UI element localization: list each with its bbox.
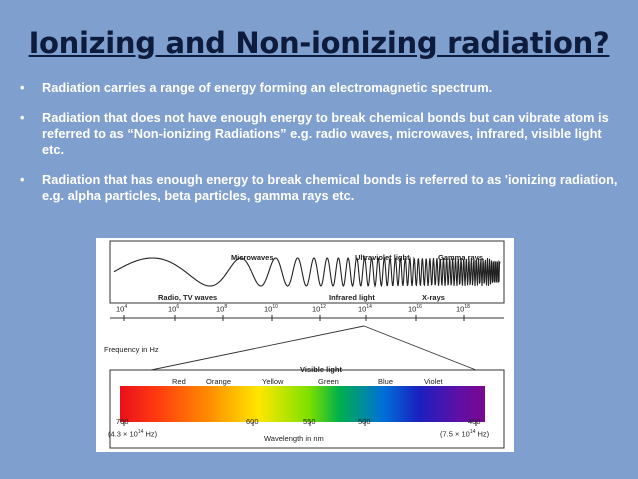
color-label-blue: Blue xyxy=(378,377,394,386)
bullet-text: Radiation carries a range of energy form… xyxy=(42,80,493,95)
wavelength-tick-550: 550 xyxy=(303,417,316,426)
gamma-rays-label: Gamma rays xyxy=(438,253,484,262)
freq-tick-label: 1016 xyxy=(408,304,422,314)
freq-tick-label: 1010 xyxy=(264,304,278,314)
bullet-marker: • xyxy=(20,110,25,125)
freq-tick-label: 104 xyxy=(116,304,128,314)
visible-light-box xyxy=(109,369,505,449)
bullet-item: • Radiation that does not have enough en… xyxy=(20,110,620,158)
color-label-yellow: Yellow xyxy=(262,377,284,386)
ultraviolet-label: Ultraviolet light xyxy=(355,253,410,262)
color-label-orange: Orange xyxy=(206,377,232,386)
freq-tick-label: 1014 xyxy=(358,304,372,314)
wavelength-tick-marks xyxy=(123,422,477,426)
bullet-list: • Radiation carries a range of energy fo… xyxy=(20,80,620,218)
visible-spectrum-gradient xyxy=(120,386,485,422)
slide-title: Ionizing and Non-ionizing radiation? xyxy=(28,26,610,60)
wavelength-tick-600: 600 xyxy=(246,417,259,426)
wavelength-tick-400: 400 xyxy=(468,417,481,426)
radio-tv-label: Radio, TV waves xyxy=(158,293,218,302)
em-spectrum-figure: Microwaves Ultraviolet light Gamma rays … xyxy=(96,238,514,452)
bullet-text: Radiation that has enough energy to brea… xyxy=(42,172,618,203)
freq-tick-label: 106 xyxy=(168,304,180,314)
zoom-line-right xyxy=(363,325,477,371)
xrays-label: X-rays xyxy=(422,293,445,302)
bullet-text: Radiation that does not have enough ener… xyxy=(42,110,609,157)
color-label-red: Red xyxy=(172,377,186,386)
bullet-marker: • xyxy=(20,80,25,95)
color-label-violet: Violet xyxy=(424,377,443,386)
left-frequency-note: (4.3 × 1014 Hz) xyxy=(108,429,158,439)
bullet-item: • Radiation carries a range of energy fo… xyxy=(20,80,620,96)
wave-box xyxy=(109,240,505,304)
right-frequency-note: (7.5 × 1014 Hz) xyxy=(440,429,490,439)
freq-tick-label: 108 xyxy=(216,304,228,314)
zoom-line-left xyxy=(150,325,365,371)
wavelength-tick-700: 700 xyxy=(116,417,129,426)
wavelength-axis-label: Wavelength in nm xyxy=(264,434,324,443)
wavelength-tick-500: 500 xyxy=(358,417,371,426)
freq-tick-label: 1018 xyxy=(456,304,470,314)
frequency-axis-label: Frequency in Hz xyxy=(104,345,159,354)
infrared-label: Infrared light xyxy=(329,293,375,302)
visible-light-title: Visible light xyxy=(300,365,342,374)
spectrum-graphics xyxy=(109,240,505,449)
microwaves-label: Microwaves xyxy=(231,253,274,262)
bullet-item: • Radiation that has enough energy to br… xyxy=(20,172,620,204)
color-label-green: Green xyxy=(318,377,339,386)
frequency-tick-marks xyxy=(123,315,465,321)
freq-tick-label: 1012 xyxy=(312,304,326,314)
bullet-marker: • xyxy=(20,172,25,187)
wave-icon xyxy=(113,256,501,288)
